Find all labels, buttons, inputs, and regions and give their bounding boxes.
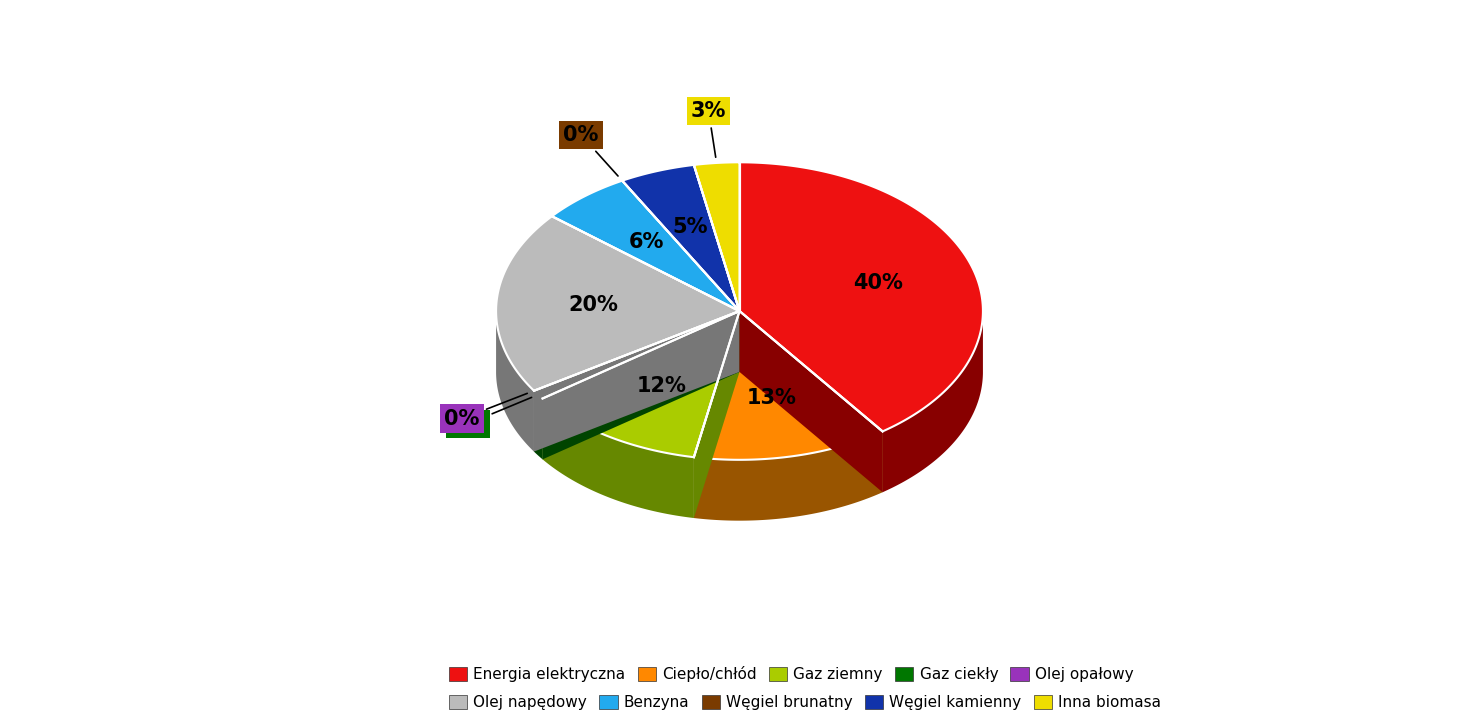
- Text: 13%: 13%: [747, 388, 796, 408]
- Text: 40%: 40%: [853, 273, 904, 293]
- Polygon shape: [694, 432, 883, 520]
- Polygon shape: [534, 311, 740, 452]
- Polygon shape: [694, 311, 883, 460]
- Polygon shape: [623, 165, 740, 311]
- Text: 20%: 20%: [569, 295, 618, 315]
- Polygon shape: [543, 311, 740, 459]
- Text: 0%: 0%: [563, 125, 618, 176]
- Text: 5%: 5%: [673, 217, 708, 237]
- Polygon shape: [534, 311, 740, 452]
- Polygon shape: [694, 311, 740, 518]
- Polygon shape: [495, 217, 740, 390]
- Polygon shape: [534, 391, 543, 459]
- Polygon shape: [694, 163, 740, 311]
- Text: 12%: 12%: [636, 376, 686, 396]
- Polygon shape: [740, 311, 883, 492]
- Text: 3%: 3%: [691, 101, 726, 157]
- Polygon shape: [552, 180, 740, 311]
- Polygon shape: [740, 163, 984, 432]
- Polygon shape: [543, 398, 694, 518]
- Polygon shape: [495, 312, 534, 452]
- Polygon shape: [883, 312, 984, 492]
- Legend: Olej napędowy, Benzyna, Węgiel brunatny, Węgiel kamienny, Inna biomasa: Olej napędowy, Benzyna, Węgiel brunatny,…: [442, 689, 1167, 710]
- Polygon shape: [740, 311, 883, 492]
- Polygon shape: [534, 311, 740, 398]
- Text: 6%: 6%: [629, 232, 664, 252]
- Polygon shape: [543, 311, 740, 457]
- Text: 0%: 0%: [444, 393, 528, 429]
- Polygon shape: [694, 311, 740, 518]
- Polygon shape: [543, 311, 740, 459]
- Text: 1%: 1%: [450, 398, 531, 434]
